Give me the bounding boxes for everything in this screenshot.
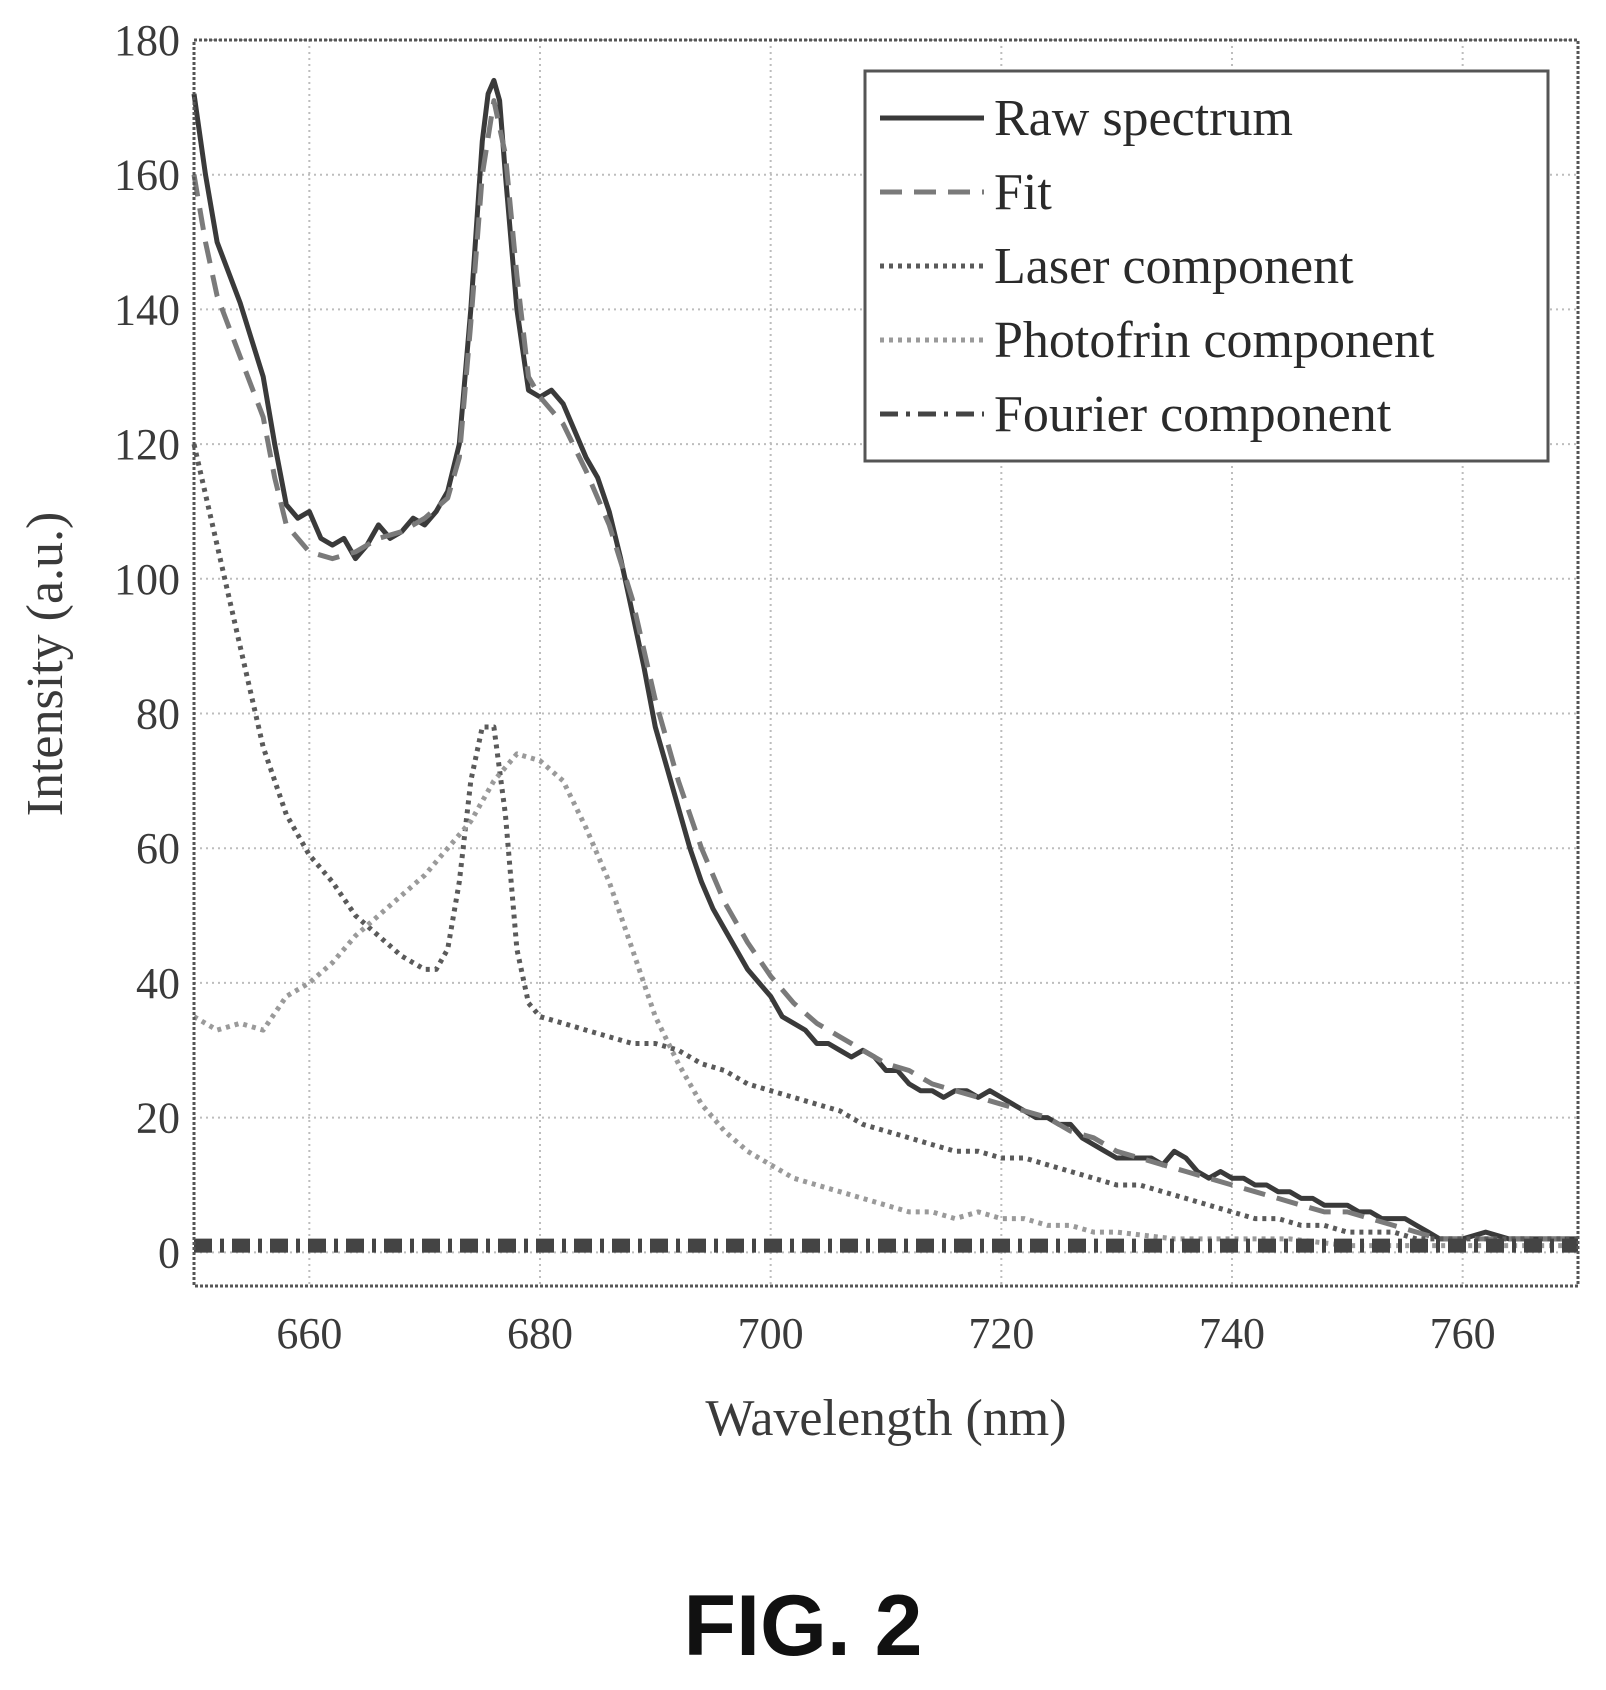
legend-label-2: Laser component xyxy=(994,238,1354,295)
legend-label-4: Fourier component xyxy=(994,386,1392,443)
series-line-1 xyxy=(191,98,1578,1242)
x-axis-title: Wavelength (nm) xyxy=(705,1390,1066,1447)
plot-border xyxy=(192,38,1580,1288)
legend-label-1: Fit xyxy=(994,164,1052,221)
y-tick-label-5: 100 xyxy=(114,555,180,604)
legend-label-3: Photofrin component xyxy=(994,312,1435,369)
legend-box xyxy=(863,69,1550,463)
y-tick-label-6: 120 xyxy=(114,420,180,469)
x-tick-label-1: 680 xyxy=(507,1309,573,1358)
series-line-0 xyxy=(191,77,1578,1242)
y-tick-label-8: 160 xyxy=(114,151,180,200)
x-tick-label-4: 740 xyxy=(1199,1309,1265,1358)
y-tick-label-3: 60 xyxy=(136,824,180,873)
legend-label-0: Raw spectrum xyxy=(994,90,1293,147)
y-axis-title: Intensity (a.u.) xyxy=(17,512,74,817)
y-tick-label-7: 140 xyxy=(114,285,180,334)
x-tick-labels: 660 680 700 720 740 760 xyxy=(276,1309,1495,1358)
series-line-2 xyxy=(191,443,1578,1242)
figure-caption: FIG. 2 xyxy=(684,1578,923,1674)
y-tick-label-1: 20 xyxy=(136,1094,180,1143)
x-tick-label-5: 760 xyxy=(1430,1309,1496,1358)
y-tick-label-0: 0 xyxy=(158,1228,180,1277)
y-tick-label-9: 180 xyxy=(114,16,180,65)
y-tick-label-2: 40 xyxy=(136,959,180,1008)
y-tick-labels: 0 20 40 60 80 100 120 140 160 180 xyxy=(114,16,180,1277)
x-tick-label-0: 660 xyxy=(276,1309,342,1358)
y-tick-label-4: 80 xyxy=(136,690,180,739)
x-tick-label-2: 700 xyxy=(738,1309,804,1358)
legend: Raw spectrum Fit Laser component Photofrin … xyxy=(863,69,1550,463)
x-tick-label-3: 720 xyxy=(968,1309,1034,1358)
series-lines xyxy=(191,77,1578,1253)
